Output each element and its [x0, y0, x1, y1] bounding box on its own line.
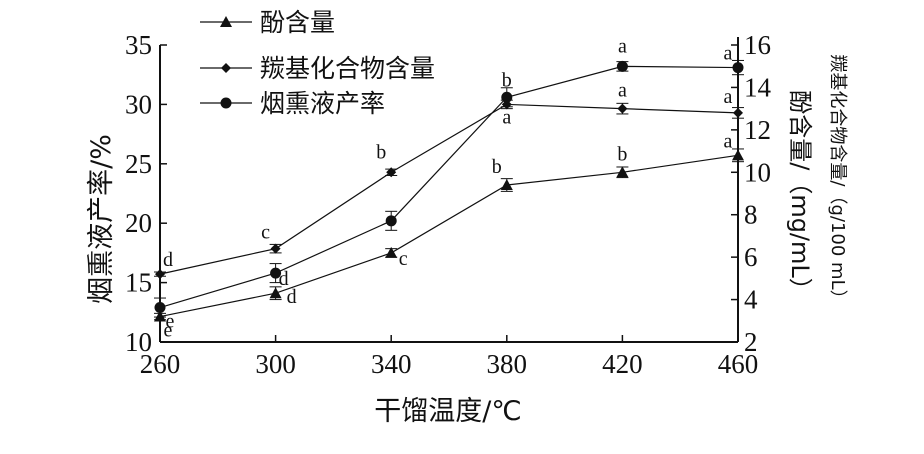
significance-letter: b: [492, 156, 502, 178]
series-line: [159, 103, 739, 275]
data-point: [269, 287, 282, 299]
data-point: [154, 302, 166, 314]
y-right-tick-label: 10: [744, 157, 771, 187]
significance-letter: b: [617, 143, 627, 165]
data-point: [500, 179, 513, 191]
data-point: [617, 103, 628, 114]
series-line: [159, 65, 739, 309]
data-point: [270, 243, 281, 254]
y-left-tick-label: 15: [125, 268, 152, 298]
data-point: [616, 60, 628, 72]
data-point: [385, 246, 398, 258]
y-left-tick-label: 30: [125, 89, 152, 119]
data-point: [732, 149, 744, 161]
x-tick-label: 260: [140, 349, 181, 379]
x-tick-label: 380: [487, 349, 528, 379]
significance-letter: a: [724, 43, 733, 65]
significance-letter: c: [399, 248, 408, 270]
x-tick-label: 460: [718, 349, 759, 379]
legend-item-diamond: 羰基化合物含量: [200, 54, 435, 83]
data-point: [385, 215, 397, 227]
significance-letter: b: [502, 69, 512, 91]
legend-label: 羰基化合物含量: [260, 54, 435, 83]
y-right-tick-label: 12: [744, 115, 771, 145]
data-point: [155, 269, 165, 280]
significance-letter: a: [618, 80, 627, 102]
y-left-tick-label: 20: [125, 208, 152, 238]
significance-letter: a: [502, 106, 511, 128]
series-line: [159, 154, 739, 318]
significance-letter: e: [164, 320, 173, 342]
significance-letter: d: [279, 268, 289, 290]
legend-marker: [220, 16, 232, 27]
x-axis-title: 干馏温度/℃: [374, 396, 521, 427]
x-tick-label: 420: [602, 349, 643, 379]
significance-letter: b: [376, 141, 386, 163]
x-tick-label: 340: [371, 349, 412, 379]
significance-letter: e: [166, 311, 175, 333]
significance-letter: a: [724, 86, 733, 108]
significance-letter: a: [724, 130, 733, 152]
legend-item-triangle: 酚含量: [200, 8, 335, 37]
y-right-tick-label: 2: [744, 327, 758, 357]
y-left-tick-label: 35: [125, 30, 152, 60]
series-triangle: e d c b b a: [154, 130, 744, 342]
y-right-tick-label: 6: [744, 242, 758, 272]
data-point: [616, 166, 629, 178]
x-tick-label: 300: [255, 349, 296, 379]
y-right-outer-axis-title: 羰基化合物含量/（g/100 mL）: [827, 54, 848, 307]
y-right-tick-label: 16: [744, 30, 771, 60]
data-point: [501, 91, 513, 103]
y-left-tick-label: 10: [125, 327, 152, 357]
data-point: [732, 62, 744, 74]
data-point: [733, 107, 743, 118]
y-left-tick-label: 25: [125, 149, 152, 179]
legend-marker: [220, 97, 232, 109]
legend-item-circle: 烟熏液产率: [200, 89, 385, 118]
y-left-axis-title: 烟熏液产率/%: [86, 134, 117, 304]
significance-letter: a: [618, 35, 627, 57]
significance-letter: d: [287, 286, 297, 308]
data-point: [386, 167, 397, 178]
legend-label: 酚含量: [260, 8, 335, 37]
y-right-inner-axis-title: 酚含量/（mg/mL）: [786, 90, 814, 302]
legend-marker: [221, 63, 231, 73]
y-right-tick-label: 4: [744, 285, 758, 315]
y-right-tick-label: 14: [744, 72, 772, 102]
significance-letter: d: [163, 249, 173, 271]
y-right-tick-label: 8: [744, 200, 758, 230]
data-point: [270, 267, 282, 279]
legend-label: 烟熏液产率: [260, 89, 385, 118]
significance-letter: c: [261, 222, 270, 244]
